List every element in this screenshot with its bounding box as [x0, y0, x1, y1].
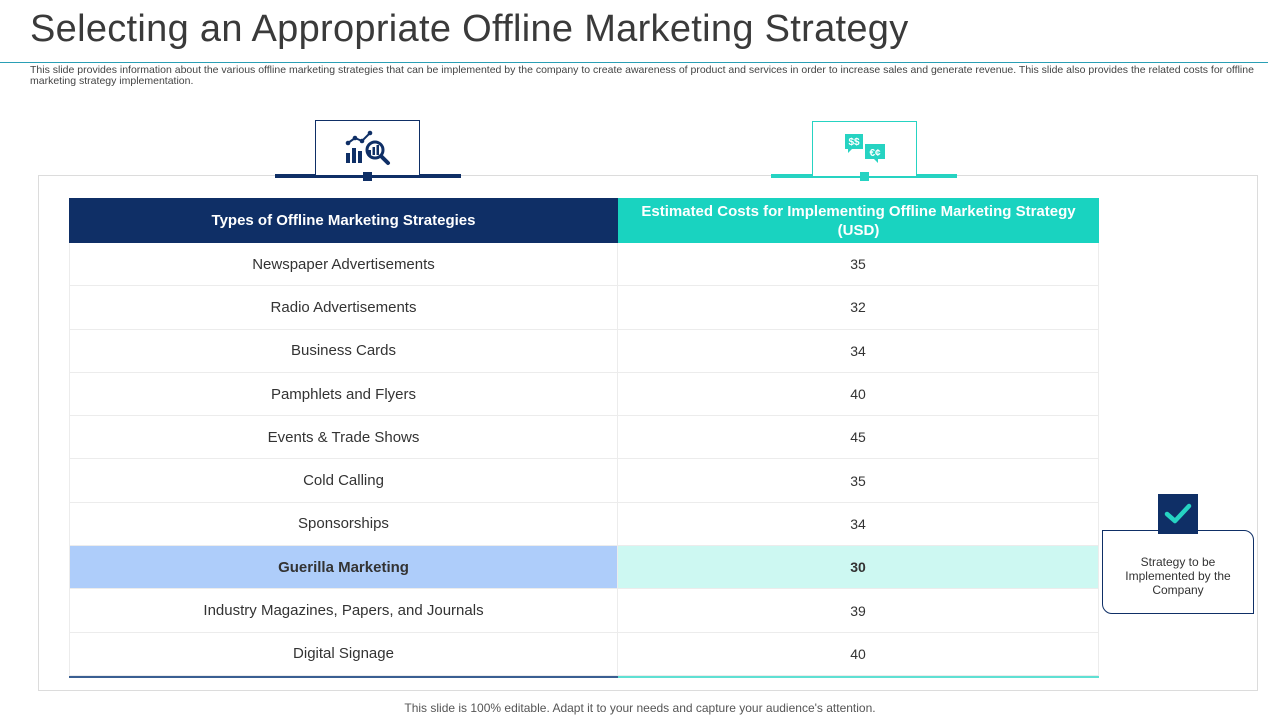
table-row: Newspaper Advertisements 35: [69, 243, 1099, 287]
cost-cell: 45: [618, 416, 1099, 459]
cost-cell: 40: [618, 632, 1099, 675]
table-row: Radio Advertisements 32: [69, 286, 1099, 330]
analytics-chart-magnifier-icon: [345, 130, 390, 165]
content-panel: [38, 175, 1258, 691]
strategy-cell: Pamphlets and Flyers: [69, 372, 618, 416]
strategy-cell: Business Cards: [69, 329, 618, 372]
table-row: Pamphlets and Flyers 40: [69, 372, 1099, 417]
cost-cell: 35: [618, 243, 1099, 286]
cost-cell: 39: [618, 589, 1099, 632]
cost-cell: 35: [618, 459, 1099, 502]
left-icon-box: [315, 120, 420, 176]
legend-card: Strategy to be Implemented by the Compan…: [1102, 530, 1254, 614]
table-bottom-rule: [69, 675, 1099, 678]
strategy-cell: Cold Calling: [69, 459, 618, 502]
table-row: Sponsorships 34: [69, 502, 1099, 547]
table-bottom-rule-right: [618, 675, 1099, 678]
table-row: Events & Trade Shows 45: [69, 416, 1099, 460]
strategy-cell: Industry Magazines, Papers, and Journals: [69, 589, 618, 632]
strategy-cell: Sponsorships: [69, 502, 618, 546]
page-title: Selecting an Appropriate Offline Marketi…: [30, 8, 909, 50]
cost-cell: 40: [618, 372, 1099, 416]
table-bottom-rule-left: [69, 675, 618, 678]
currency-speech-bubbles-icon: $$ €¢: [844, 134, 885, 163]
title-divider: [0, 62, 1268, 63]
left-header-knob: [363, 172, 372, 181]
strategy-cell: Events & Trade Shows: [69, 416, 618, 459]
strategy-cell: Radio Advertisements: [69, 286, 618, 329]
table-row: Digital Signage 40: [69, 632, 1099, 676]
table-row: Cold Calling 35: [69, 459, 1099, 503]
strategy-cell: Digital Signage: [69, 632, 618, 675]
checkmark-icon: [1164, 503, 1192, 524]
table-row-highlighted: Guerilla Marketing 30: [69, 546, 1099, 590]
cost-cell: 34: [618, 502, 1099, 546]
header-estimated-cost: Estimated Costs for Implementing Offline…: [618, 198, 1099, 243]
header-strategy-type: Types of Offline Marketing Strategies: [69, 198, 618, 243]
cost-cell: 32: [618, 286, 1099, 329]
svg-text:€¢: €¢: [869, 148, 881, 159]
legend-label: Strategy to be Implemented by the Compan…: [1125, 555, 1231, 597]
strategy-cost-table: Types of Offline Marketing Strategies Es…: [69, 198, 1099, 678]
cost-cell: 30: [618, 546, 1099, 589]
table-header: Types of Offline Marketing Strategies Es…: [69, 198, 1099, 243]
table-row: Business Cards 34: [69, 329, 1099, 373]
strategy-cell: Guerilla Marketing: [69, 546, 618, 589]
table-row: Industry Magazines, Papers, and Journals…: [69, 589, 1099, 633]
slide-description: This slide provides information about th…: [30, 64, 1254, 87]
right-header-knob: [860, 172, 869, 181]
legend-check-box: [1158, 494, 1198, 534]
footer-note: This slide is 100% editable. Adapt it to…: [404, 701, 876, 715]
svg-text:$$: $$: [848, 137, 860, 148]
strategy-cell: Newspaper Advertisements: [69, 243, 618, 286]
right-icon-box: $$ €¢: [812, 121, 917, 177]
cost-cell: 34: [618, 329, 1099, 372]
